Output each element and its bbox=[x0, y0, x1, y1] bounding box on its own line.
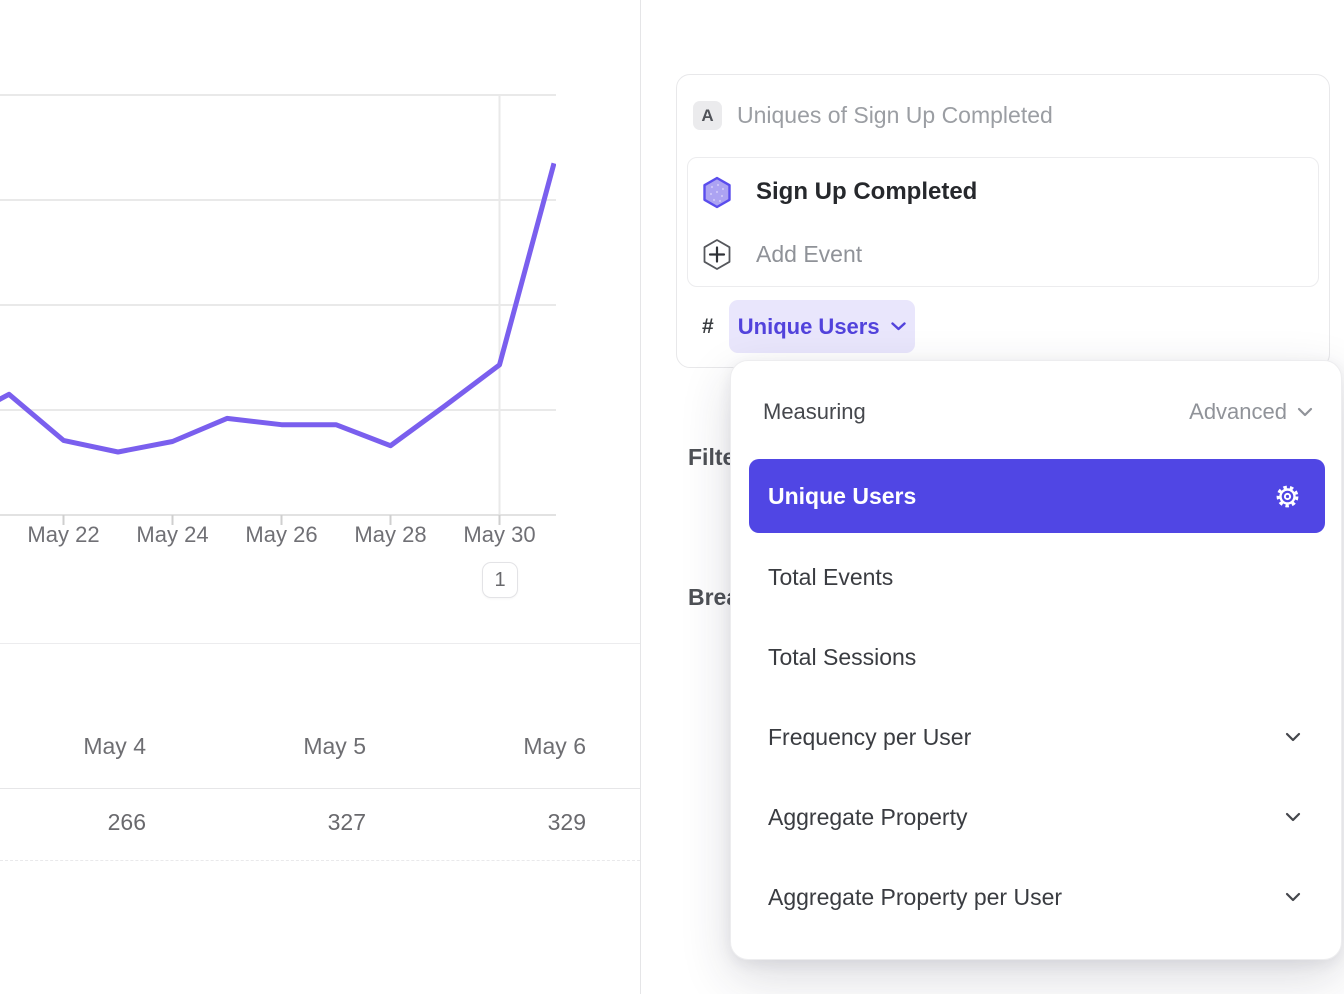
menu-item-total-sessions[interactable]: Total Sessions bbox=[768, 643, 917, 670]
menu-item-aggregate-property[interactable]: Aggregate Property bbox=[749, 780, 1325, 854]
table-divider bbox=[0, 643, 640, 644]
metric-row: # Unique Users bbox=[702, 300, 915, 353]
table-value-cell: 329 bbox=[547, 809, 586, 835]
measuring-label: Measuring bbox=[763, 399, 866, 424]
x-tick-label: May 28 bbox=[354, 522, 427, 547]
table-header-cell: May 4 bbox=[83, 733, 146, 759]
menu-item-frequency-per-user[interactable]: Frequency per User bbox=[749, 700, 1325, 774]
chevron-down-icon bbox=[1297, 407, 1313, 417]
query-builder-card: A Uniques of Sign Up Completed Sign Up C… bbox=[676, 74, 1330, 368]
menu-item-total-events[interactable]: Total Events bbox=[768, 563, 894, 590]
menu-item-aggregate-property-per-user[interactable]: Aggregate Property per User bbox=[749, 860, 1325, 934]
table-divider bbox=[0, 788, 640, 789]
x-tick-label: May 22 bbox=[27, 522, 100, 547]
table-header-cell: May 6 bbox=[523, 733, 586, 759]
add-event-hexagon-icon bbox=[703, 238, 731, 270]
add-event-button[interactable]: Add Event bbox=[702, 222, 1308, 286]
menu-item-unique-users[interactable]: Unique Users bbox=[749, 459, 1325, 533]
x-tick-label: May 24 bbox=[136, 522, 209, 547]
panel-divider bbox=[640, 0, 641, 994]
gear-icon[interactable] bbox=[1274, 483, 1301, 510]
x-axis-ticks bbox=[62, 515, 501, 525]
table-divider bbox=[0, 860, 640, 861]
chevron-down-icon bbox=[1285, 732, 1301, 742]
table-value-cell: 327 bbox=[327, 809, 366, 835]
table-header-cell: May 5 bbox=[303, 733, 366, 759]
gridlines bbox=[0, 94, 556, 411]
event-row[interactable]: Sign Up Completed bbox=[702, 160, 1308, 224]
x-tick-label: May 30 bbox=[463, 522, 536, 547]
chevron-down-icon bbox=[890, 322, 906, 331]
series-title: Uniques of Sign Up Completed bbox=[737, 102, 1053, 128]
table-value-cell: 266 bbox=[107, 809, 146, 835]
advanced-mode-toggle[interactable]: Advanced bbox=[1189, 399, 1313, 425]
event-list-card: Sign Up Completed Add Event bbox=[687, 157, 1319, 287]
chevron-down-icon bbox=[1285, 812, 1301, 822]
measuring-dropdown: Measuring Advanced Unique Users Total Ev… bbox=[730, 360, 1342, 960]
series-header: A Uniques of Sign Up Completed bbox=[693, 101, 1053, 130]
event-name: Sign Up Completed bbox=[756, 178, 978, 205]
metric-selector-button[interactable]: Unique Users bbox=[728, 300, 915, 353]
chevron-down-icon bbox=[1285, 892, 1301, 902]
metric-selector-label: Unique Users bbox=[737, 313, 880, 339]
advanced-label: Advanced bbox=[1189, 399, 1287, 424]
metric-type-symbol: # bbox=[702, 314, 714, 338]
x-tick-label: May 26 bbox=[245, 522, 318, 547]
line-chart bbox=[0, 94, 556, 525]
measuring-header-row: Measuring Advanced bbox=[763, 399, 1313, 425]
series-letter-badge: A bbox=[693, 101, 722, 130]
line-series[interactable] bbox=[0, 162, 556, 455]
event-hexagon-icon bbox=[703, 176, 731, 208]
add-event-label: Add Event bbox=[756, 240, 863, 267]
annotation-marker[interactable]: 1 bbox=[482, 562, 518, 598]
